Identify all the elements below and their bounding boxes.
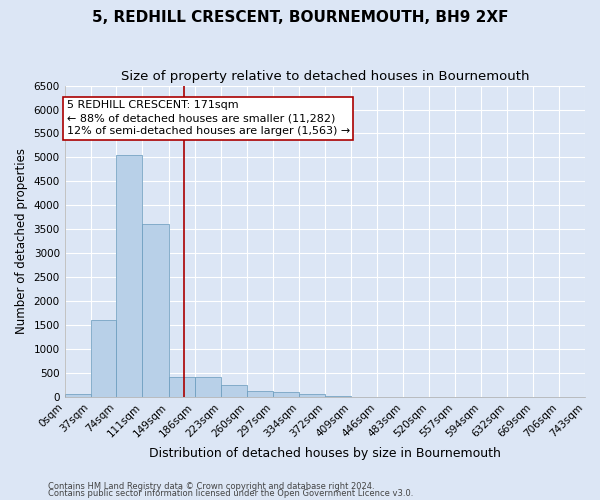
Bar	[65, 394, 91, 397]
Bar	[272, 392, 299, 397]
Text: 5, REDHILL CRESCENT, BOURNEMOUTH, BH9 2XF: 5, REDHILL CRESCENT, BOURNEMOUTH, BH9 2X…	[92, 10, 508, 25]
Text: 5 REDHILL CRESCENT: 171sqm
← 88% of detached houses are smaller (11,282)
12% of : 5 REDHILL CRESCENT: 171sqm ← 88% of deta…	[67, 100, 350, 136]
Bar	[195, 377, 221, 397]
Y-axis label: Number of detached properties: Number of detached properties	[15, 148, 28, 334]
X-axis label: Distribution of detached houses by size in Bournemouth: Distribution of detached houses by size …	[149, 447, 501, 460]
Text: Contains HM Land Registry data © Crown copyright and database right 2024.: Contains HM Land Registry data © Crown c…	[48, 482, 374, 491]
Title: Size of property relative to detached houses in Bournemouth: Size of property relative to detached ho…	[121, 70, 529, 83]
Bar	[325, 396, 351, 397]
Text: Contains public sector information licensed under the Open Government Licence v3: Contains public sector information licen…	[48, 489, 413, 498]
Bar	[299, 394, 325, 397]
Bar	[142, 224, 169, 397]
Bar	[116, 155, 142, 397]
Bar	[169, 377, 195, 397]
Bar	[91, 320, 116, 397]
Bar	[247, 390, 272, 397]
Bar	[221, 386, 247, 397]
